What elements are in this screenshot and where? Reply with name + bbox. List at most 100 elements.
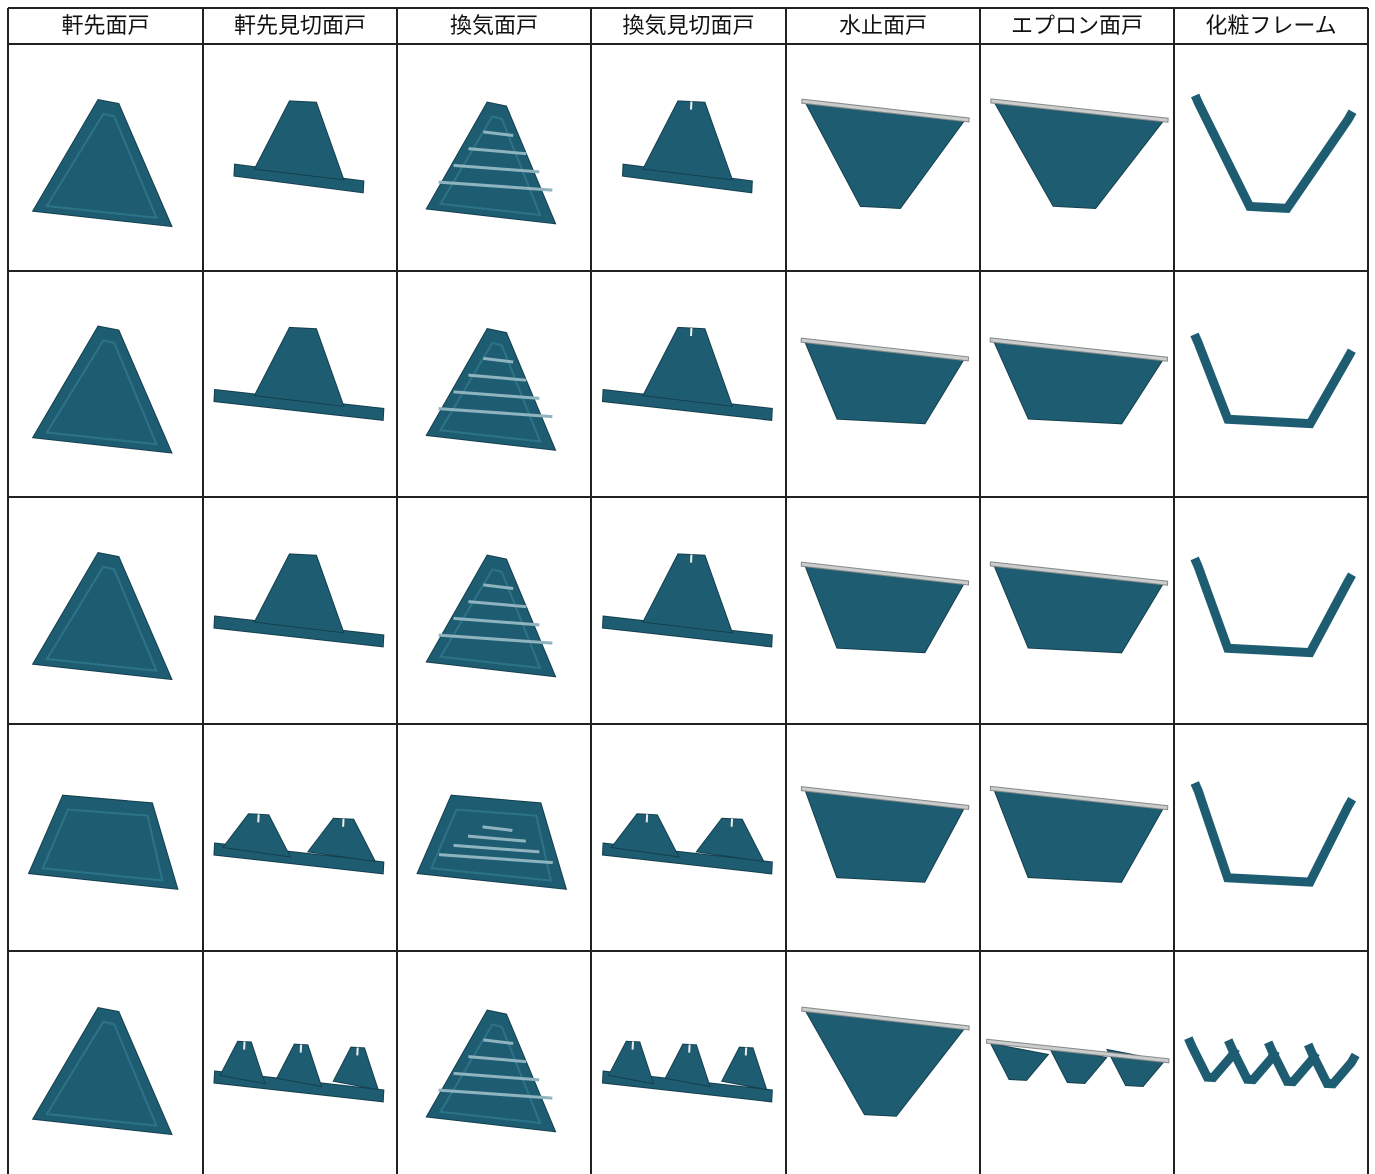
product-image [213,813,385,875]
product-flange [989,337,1169,362]
product-detail [438,407,553,419]
product-shape [31,1006,173,1136]
product-detail [438,1088,553,1100]
product-shape [275,1043,323,1088]
product-shape [425,1009,557,1133]
product-detail [453,1071,540,1082]
product-shape [27,794,179,890]
product-flange [800,337,970,362]
column-header: 換気見切面戸 [622,14,754,39]
product-flange [800,786,970,810]
product-shape [695,817,765,863]
product-detail [438,180,553,192]
product-image [986,1038,1170,1087]
product-image [31,551,173,681]
product-image [1190,556,1356,658]
product-shape [804,102,967,209]
product-shape [1190,332,1356,429]
product-image [425,328,557,451]
product-image [601,813,773,875]
column-header: 水止面戸 [839,14,927,39]
product-flange [986,1038,1170,1064]
column-header: エプロン面戸 [1011,14,1143,39]
product-detail [438,115,542,217]
product-detail [438,341,542,443]
product-image [27,794,179,890]
column-header: 換気面戸 [450,14,538,39]
product-shape [253,553,345,634]
product-image [1190,332,1356,429]
product-shape [253,100,345,181]
product-detail [453,163,540,174]
product-shape [720,1046,768,1091]
product-detail [468,147,527,156]
product-image [213,1040,385,1103]
column-header: 化粧フレーム [1205,14,1336,39]
product-image [989,785,1169,883]
product-flange [990,98,1169,123]
product-image [213,553,385,648]
product-shape [642,326,734,407]
product-image [425,554,557,678]
product-detail [438,1023,542,1125]
product-detail [438,633,553,645]
product-image [621,100,753,194]
product-detail [468,1055,527,1064]
product-detail [438,568,542,670]
product-shape [664,1043,711,1088]
product-detail [483,130,514,137]
product-shape [1304,1042,1360,1089]
product-flange [801,98,970,123]
product-detail [483,583,514,590]
product-image [31,325,173,454]
product-detail [45,339,158,446]
product-detail [45,565,158,672]
product-image [233,100,365,194]
product-detail [482,825,513,832]
product-shape [253,326,345,407]
column-header: 軒先見切面戸 [234,14,366,39]
product-image [800,786,970,883]
product-shape [989,1042,1050,1081]
product-shape [221,813,292,858]
product-shape [1191,93,1357,214]
product-shape [31,98,173,228]
product-shape [416,794,568,890]
product-shape [1190,781,1357,887]
product-flange [800,561,970,586]
product-detail [468,373,527,382]
product-image [800,561,970,654]
product-image [31,98,173,228]
product-image [31,1006,173,1136]
product-image [800,337,970,425]
product-image [601,326,773,421]
product-detail [453,843,540,854]
product-detail [45,1020,158,1127]
product-image [425,1009,557,1133]
product-image [990,98,1169,210]
product-image [601,1040,773,1103]
product-image [1191,93,1357,214]
product-flange [989,785,1169,811]
product-detail [429,808,553,882]
product-detail [467,834,526,843]
product-detail [468,600,527,609]
product-detail [453,616,540,627]
product-image [425,101,557,225]
product-detail [41,808,164,882]
product-image [801,98,970,209]
product-image [1184,1036,1360,1089]
product-image [989,561,1169,654]
product-shape [1190,556,1356,658]
product-shape [642,100,734,181]
product-detail [483,356,514,364]
product-shape [607,1040,655,1085]
product-shape [306,817,377,863]
product-detail [45,112,158,219]
product-image [1190,781,1357,887]
product-flange [801,1006,970,1031]
product-detail [483,1038,514,1045]
product-shape [31,325,173,454]
